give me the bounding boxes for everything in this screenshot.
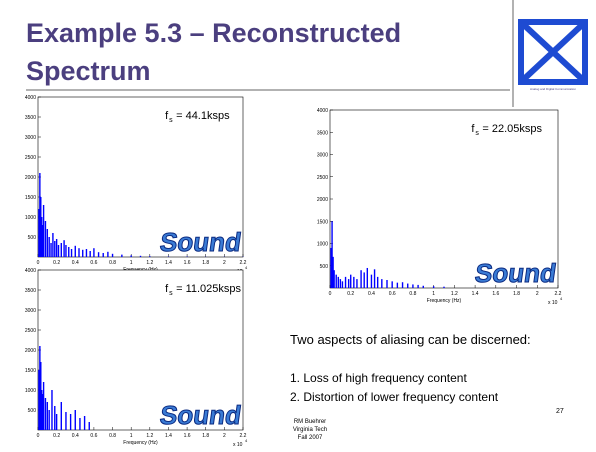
sound-logo: Sound bbox=[473, 258, 558, 288]
x-tick-label: 0.2 bbox=[53, 433, 60, 439]
x-tick-label: 0.2 bbox=[347, 291, 354, 297]
logo-box bbox=[518, 19, 588, 85]
x-tick-label: 0.2 bbox=[53, 260, 60, 266]
x-tick-label: 0.8 bbox=[109, 260, 116, 266]
x-tick-label: 1.4 bbox=[472, 291, 479, 297]
x-multiplier: x 10 bbox=[548, 300, 558, 306]
y-tick-label: 2500 bbox=[25, 328, 36, 334]
x-tick-label: 0.8 bbox=[109, 433, 116, 439]
x-tick-label: 0 bbox=[37, 433, 40, 439]
x-tick-label: 1.8 bbox=[202, 260, 209, 266]
x-multiplier-exp: 4 bbox=[245, 265, 248, 270]
x-tick-label: 0.8 bbox=[409, 291, 416, 297]
y-tick-label: 2500 bbox=[317, 175, 328, 181]
y-tick-label: 2000 bbox=[317, 197, 328, 203]
x-multiplier-exp: 4 bbox=[245, 438, 248, 443]
x-tick-label: 1.4 bbox=[165, 433, 172, 439]
y-tick-label: 500 bbox=[28, 408, 37, 414]
annotation: f bbox=[165, 283, 169, 295]
y-tick-label: 3000 bbox=[25, 308, 36, 314]
footer: Virginia Tech bbox=[293, 427, 327, 433]
y-tick-label: 3000 bbox=[317, 153, 328, 159]
x-tick-label: 1.2 bbox=[146, 260, 153, 266]
sound-logo: Sound bbox=[158, 400, 243, 430]
annotation: s bbox=[475, 130, 479, 137]
page-number: 27 bbox=[556, 408, 564, 415]
footer: Fall 2007 bbox=[298, 435, 323, 441]
x-tick-label: 2.2 bbox=[555, 291, 562, 297]
list-item: 2. Distortion of lower frequency content bbox=[290, 390, 499, 404]
annotation: s bbox=[169, 117, 173, 124]
x-tick-label: 1.4 bbox=[165, 260, 172, 266]
y-tick-label: 1500 bbox=[317, 219, 328, 225]
x-tick-label: 0.4 bbox=[72, 433, 79, 439]
y-tick-label: 3000 bbox=[25, 135, 36, 141]
x-tick-label: 0.4 bbox=[368, 291, 375, 297]
y-tick-label: 4000 bbox=[25, 95, 36, 101]
logo-x bbox=[521, 22, 585, 82]
x-tick-label: 0.6 bbox=[389, 291, 396, 297]
y-tick-label: 3500 bbox=[317, 130, 328, 136]
y-tick-label: 1000 bbox=[25, 215, 36, 221]
x-axis-label: Frequency (Hz) bbox=[123, 440, 158, 446]
y-tick-label: 500 bbox=[28, 235, 37, 241]
list-item: 1. Loss of high frequency content bbox=[290, 371, 467, 385]
annotation: s bbox=[169, 290, 173, 297]
plot-area bbox=[37, 96, 244, 258]
y-tick-label: 500 bbox=[320, 264, 329, 270]
logo-caption: Analog and Digital Communication bbox=[530, 87, 576, 91]
x-tick-label: 2 bbox=[223, 433, 226, 439]
y-tick-label: 2000 bbox=[25, 175, 36, 181]
y-tick-label: 1500 bbox=[25, 368, 36, 374]
annotation: = 22.05ksps bbox=[482, 123, 542, 135]
x-tick-label: 1 bbox=[130, 433, 133, 439]
sound-logo: Sound bbox=[158, 227, 243, 257]
intro-text: Two aspects of aliasing can be discerned… bbox=[290, 332, 531, 347]
x-tick-label: 1.2 bbox=[146, 433, 153, 439]
x-tick-label: 2.2 bbox=[240, 260, 247, 266]
x-tick-label: 0 bbox=[37, 260, 40, 266]
x-multiplier: x 10 bbox=[233, 442, 243, 447]
y-tick-label: 3500 bbox=[25, 288, 36, 294]
x-tick-label: 1.6 bbox=[492, 291, 499, 297]
x-tick-label: 0.6 bbox=[90, 433, 97, 439]
annotation: = 11.025ksps bbox=[176, 283, 241, 295]
footer: RM Buehrer bbox=[294, 419, 326, 425]
plot-area bbox=[37, 269, 244, 431]
y-tick-label: 4000 bbox=[25, 268, 36, 274]
annotation: f bbox=[165, 110, 169, 122]
x-tick-label: 1.6 bbox=[184, 433, 191, 439]
y-tick-label: 2000 bbox=[25, 348, 36, 354]
x-tick-label: 0.6 bbox=[90, 260, 97, 266]
x-tick-label: 2 bbox=[536, 291, 539, 297]
y-tick-label: 1000 bbox=[25, 388, 36, 394]
y-tick-label: 1500 bbox=[25, 195, 36, 201]
x-tick-label: 1 bbox=[130, 260, 133, 266]
annotation: f bbox=[471, 123, 475, 135]
x-tick-label: 2 bbox=[223, 260, 226, 266]
x-tick-label: 1.8 bbox=[513, 291, 520, 297]
x-tick-label: 1 bbox=[432, 291, 435, 297]
y-tick-label: 4000 bbox=[317, 108, 328, 114]
x-axis-label: Frequency (Hz) bbox=[427, 298, 462, 304]
x-tick-label: 1.2 bbox=[451, 291, 458, 297]
x-tick-label: 2.2 bbox=[240, 433, 247, 439]
x-tick-label: 0.4 bbox=[72, 260, 79, 266]
x-multiplier-exp: 4 bbox=[560, 296, 563, 301]
annotation: = 44.1ksps bbox=[176, 110, 230, 122]
x-tick-label: 1.6 bbox=[184, 260, 191, 266]
y-tick-label: 1000 bbox=[317, 242, 328, 248]
x-tick-label: 1.8 bbox=[202, 433, 209, 439]
x-tick-label: 0 bbox=[329, 291, 332, 297]
title: Spectrum bbox=[26, 56, 151, 86]
y-tick-label: 3500 bbox=[25, 115, 36, 121]
title: Example 5.3 – Reconstructed bbox=[26, 18, 401, 48]
y-tick-label: 2500 bbox=[25, 155, 36, 161]
